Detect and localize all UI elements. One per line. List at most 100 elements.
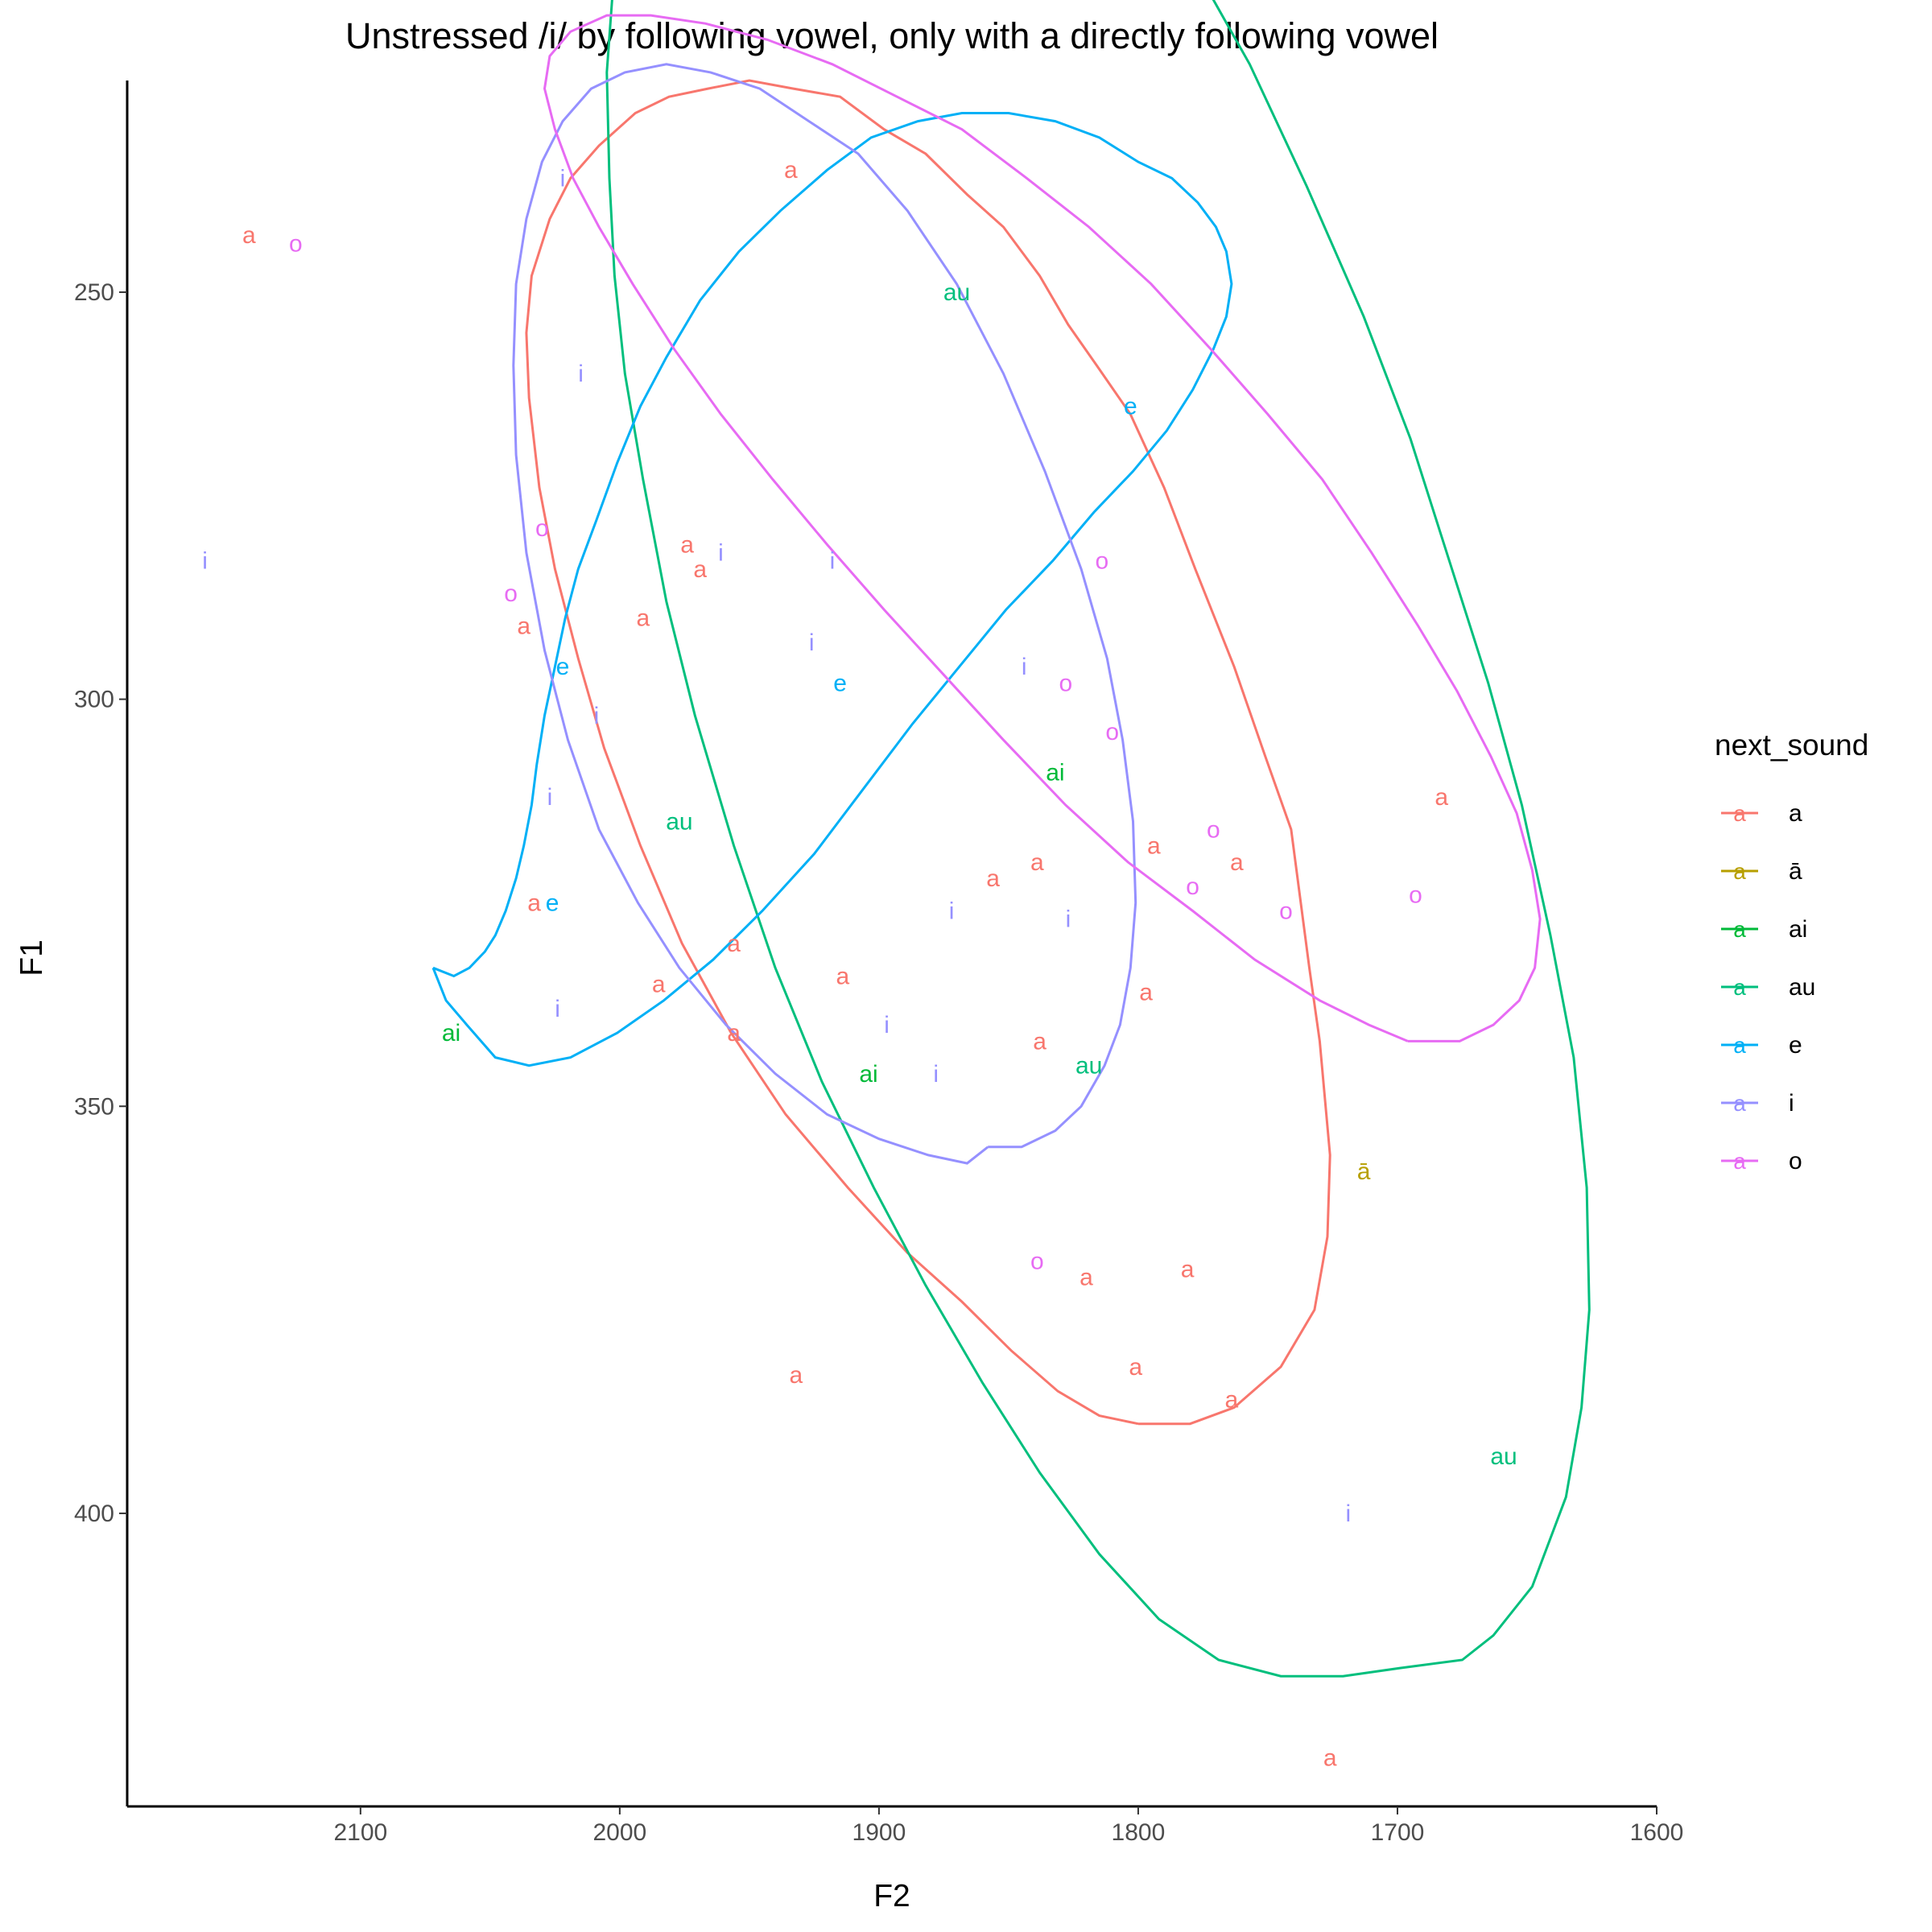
legend-label: i xyxy=(1789,1090,1794,1117)
point-label-i: i xyxy=(933,1061,939,1088)
x-tick-label: 2000 xyxy=(592,1819,646,1846)
x-axis-title: F2 xyxy=(873,1879,910,1913)
legend-label: au xyxy=(1789,974,1815,1001)
point-label-i: i xyxy=(1345,1501,1351,1527)
point-label-a: a xyxy=(693,556,707,583)
point-label-a: a xyxy=(1080,1265,1093,1291)
point-label-e: e xyxy=(556,654,570,680)
point-label-ā: ā xyxy=(1357,1158,1371,1185)
point-label-a: a xyxy=(836,964,849,990)
point-label-au: au xyxy=(666,808,692,835)
point-label-au: au xyxy=(1075,1053,1102,1080)
point-label-a: a xyxy=(1147,833,1161,860)
point-label-a: a xyxy=(727,931,741,957)
x-tick-label: 1900 xyxy=(852,1819,906,1846)
point-label-o: o xyxy=(1105,719,1119,745)
point-label-a: a xyxy=(1129,1354,1142,1381)
chart-title: Unstressed /i/ by following vowel, only … xyxy=(345,15,1439,56)
legend-label: e xyxy=(1789,1032,1802,1059)
point-label-o: o xyxy=(504,580,518,607)
x-tick-label: 1700 xyxy=(1371,1819,1425,1846)
point-label-e: e xyxy=(833,670,847,696)
point-label-a: a xyxy=(652,972,666,998)
point-label-o: o xyxy=(1409,881,1422,908)
point-label-i: i xyxy=(547,784,553,811)
y-tick-label: 300 xyxy=(74,687,114,713)
legend-key-glyph: a xyxy=(1733,859,1746,884)
point-label-o: o xyxy=(1186,873,1199,900)
legend: next_sound a aa āa aia aua ea ia o xyxy=(1715,729,1868,1174)
y-axis-title: F1 xyxy=(14,939,49,976)
point-label-o: o xyxy=(1095,548,1108,575)
point-label-a: a xyxy=(527,890,541,916)
y-tick-label: 250 xyxy=(74,279,114,306)
point-label-i: i xyxy=(202,548,208,575)
legend-key-glyph: a xyxy=(1733,1033,1746,1058)
legend-key-glyph: a xyxy=(1733,975,1746,1000)
y-tick-label: 400 xyxy=(74,1501,114,1527)
legend-label: ai xyxy=(1789,916,1807,943)
ellipse-i xyxy=(512,63,1137,1165)
point-label-i: i xyxy=(594,703,600,729)
point-label-i: i xyxy=(1066,906,1071,933)
point-label-au: au xyxy=(943,279,970,306)
legend-label: ā xyxy=(1789,858,1802,885)
point-label-a: a xyxy=(1230,849,1244,876)
point-label-i: i xyxy=(830,548,836,575)
point-label-ai: ai xyxy=(442,1020,460,1046)
x-tick-label: 1600 xyxy=(1630,1819,1684,1846)
axes: 2100 2000 1900 1800 1700 1600 250 300 350 400 xyxy=(74,80,1683,1846)
point-label-e: e xyxy=(1124,394,1137,420)
point-label-o: o xyxy=(1207,816,1220,843)
point-label-a: a xyxy=(789,1362,803,1389)
point-label-a: a xyxy=(727,1020,741,1046)
point-label-i: i xyxy=(578,361,584,387)
point-label-i: i xyxy=(718,540,724,567)
point-label-a: a xyxy=(784,157,798,184)
point-label-a: a xyxy=(517,613,530,640)
point-label-a: a xyxy=(1139,980,1153,1006)
legend-key-glyph: a xyxy=(1733,917,1746,942)
point-label-a: a xyxy=(1030,849,1044,876)
y-tick-label: 350 xyxy=(74,1093,114,1120)
ellipse-a xyxy=(525,79,1331,1426)
legend-label: o xyxy=(1789,1148,1802,1174)
point-label-a: a xyxy=(1435,784,1448,811)
plot-area: a a a a a a a a a a a a a a a a a a a a a a a a ā ai ai ai au au au au e… xyxy=(202,0,1591,1771)
x-tick-label: 1800 xyxy=(1112,1819,1166,1846)
legend-title: next_sound xyxy=(1715,729,1868,762)
point-label-i: i xyxy=(809,630,815,656)
point-label-a: a xyxy=(636,605,650,632)
point-label-a: a xyxy=(1225,1386,1239,1413)
legend-key-glyph: a xyxy=(1733,1091,1746,1116)
point-label-o: o xyxy=(289,230,303,257)
point-label-a: a xyxy=(242,222,256,249)
legend-key-glyph: a xyxy=(1733,801,1746,826)
point-label-au: au xyxy=(1490,1443,1517,1470)
point-label-o: o xyxy=(535,515,549,542)
legend-item-ai: a ai xyxy=(1721,916,1807,943)
point-label-i: i xyxy=(1022,654,1027,680)
point-label-a: a xyxy=(680,532,694,559)
point-label-o: o xyxy=(1059,670,1072,696)
point-label-o: o xyxy=(1030,1248,1044,1274)
ellipse-au xyxy=(605,0,1591,1678)
point-label-a: a xyxy=(1181,1257,1195,1283)
point-label-a: a xyxy=(1323,1744,1337,1771)
point-label-o: o xyxy=(1279,898,1293,925)
ellipse-o xyxy=(543,14,1542,1042)
point-label-e: e xyxy=(546,890,559,916)
point-label-i: i xyxy=(555,996,560,1022)
point-label-a: a xyxy=(986,865,1000,892)
ellipse-e xyxy=(431,112,1233,1067)
legend-item-au: a au xyxy=(1721,974,1815,1001)
point-label-i: i xyxy=(884,1012,890,1038)
point-label-ai: ai xyxy=(1046,760,1064,786)
x-tick-label: 2100 xyxy=(333,1819,387,1846)
